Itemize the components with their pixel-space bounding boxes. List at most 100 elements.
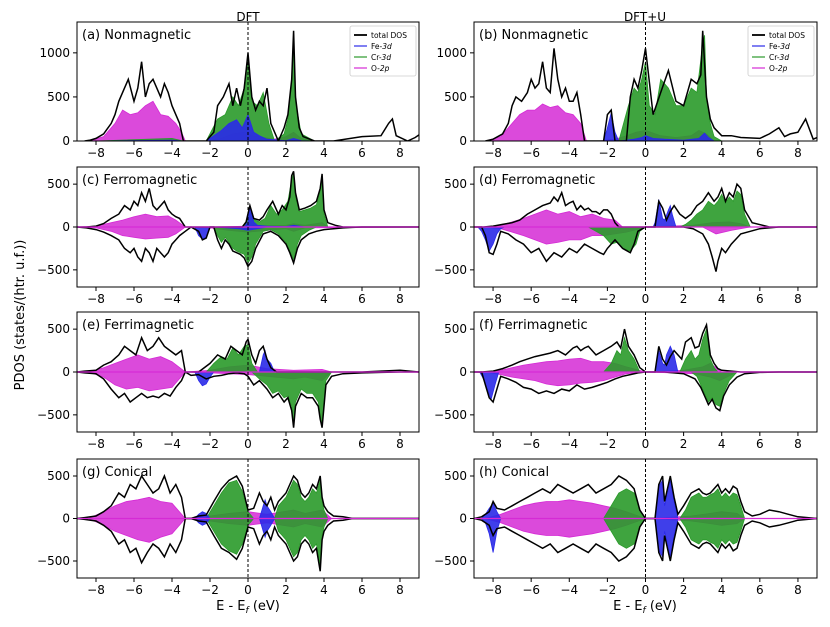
legend-entry: O-2p [769,64,788,73]
x-tick-label: −6 [522,583,540,597]
x-tick-label: 4 [718,292,726,306]
x-tick-label: −2 [201,146,219,160]
y-tick-label: 0 [459,365,467,379]
column-title-dft: DFT [236,10,260,24]
x-tick-label: 8 [396,146,404,160]
x-tick-label: −6 [125,146,143,160]
line-total-dos-up [77,473,419,520]
x-tick-label: 8 [794,146,802,160]
area-o-2p-down [474,226,817,245]
y-axis-label: PDOS (states/(htr. u.f.)) [13,240,28,391]
y-tick-label: 1000 [436,46,467,60]
x-tick-label: 0 [642,146,650,160]
y-tick-label: −500 [37,263,70,277]
panel-title: (a) Nonmagnetic [82,28,191,43]
area-fe-3d-up [77,498,419,519]
y-tick-label: 0 [459,220,467,234]
area-cr-3d-down [474,371,817,407]
x-tick-label: 4 [320,146,328,160]
x-tick-label: −8 [87,437,105,451]
x-tick-label: 0 [244,146,252,160]
x-tick-label: −8 [87,146,105,160]
area-cr-3d-up [474,190,817,228]
x-tick-label: −4 [560,437,578,451]
line-total-dos-down [474,226,817,272]
panel-title: (b) Nonmagnetic [479,28,588,43]
x-axis-label-left: E - Ef (eV) [216,599,280,616]
x-tick-label: −6 [522,437,540,451]
x-tick-label: 8 [794,583,802,597]
x-tick-label: 8 [396,437,404,451]
line-total-dos-down [77,226,419,268]
y-tick-label: 500 [444,177,467,191]
y-tick-label: 500 [47,469,70,483]
panel-title: (e) Ferrimagnetic [82,318,194,333]
line-total-dos-up [77,170,419,228]
x-tick-label: 6 [756,583,764,597]
panel-c: −8 −6 −4 −2 0 2 4 6 8 −500 0 500 (c) Ferromagnetic [37,166,420,306]
legend-box [349,25,417,77]
x-tick-label: 6 [358,146,366,160]
legend-entry: total DOS [371,31,407,40]
area-cr-3d-up [474,488,817,519]
x-tick-label: −6 [125,292,143,306]
x-tick-label: −6 [522,146,540,160]
x-tick-label: −2 [599,292,617,306]
panel-title: (g) Conical [82,465,152,480]
x-tick-label: −8 [484,292,502,306]
x-tick-label: 4 [718,583,726,597]
x-tick-label: −8 [484,437,502,451]
y-tick-label: 0 [62,512,70,526]
x-tick-label: 6 [756,292,764,306]
legend-entry: total DOS [769,31,805,40]
x-tick-label: 2 [282,583,290,597]
x-tick-label: 2 [680,146,688,160]
x-tick-label: −4 [163,146,181,160]
plot-area [474,475,817,562]
panel-title: (d) Ferromagnetic [479,173,595,188]
line-total-dos [485,30,817,141]
legend-entry: Cr-3d [371,53,391,62]
x-tick-label: 2 [680,437,688,451]
legend-entry: Fe-3d [371,42,392,51]
x-tick-label: 6 [358,583,366,597]
panel-h: −8 −6 −4 −2 0 2 4 6 8 −500 0 500 (h) Conical [434,458,818,597]
y-tick-label: 1000 [39,46,70,60]
x-tick-label: 4 [718,146,726,160]
x-tick-label: −2 [599,146,617,160]
area-cr-3d-up [474,328,817,373]
legend-entry: Fe-3d [769,42,790,51]
x-tick-label: −6 [522,292,540,306]
y-tick-label: −500 [434,263,467,277]
x-tick-label: 8 [396,292,404,306]
x-tick-label: 0 [244,583,252,597]
x-tick-label: 8 [794,437,802,451]
plot-area [474,182,817,272]
panel-title: (h) Conical [479,465,549,480]
y-tick-label: −500 [434,554,467,568]
x-tick-label: −4 [163,292,181,306]
x-tick-label: 2 [680,292,688,306]
y-tick-label: −500 [434,408,467,422]
panel-d: −8 −6 −4 −2 0 2 4 6 8 −500 0 500 (d) Ferromagnetic [434,166,818,306]
x-tick-label: −2 [599,583,617,597]
x-tick-label: −4 [163,437,181,451]
y-tick-label: 500 [444,469,467,483]
line-total-dos-up [474,475,817,520]
panel-g: −8 −6 −4 −2 0 2 4 6 8 −500 0 500 (g) Conical [37,458,420,597]
panel-title: (f) Ferrimagnetic [479,318,588,333]
panel-title: (c) Ferromagnetic [82,173,197,188]
line-total-dos-down [474,517,817,562]
panel-f: −8 −6 −4 −2 0 2 4 6 8 −500 0 500 (f) Ferrimagnetic [434,311,818,451]
line-total-dos-down [474,371,817,412]
x-tick-label: 0 [244,437,252,451]
y-tick-label: −500 [37,408,70,422]
legend-box [747,25,815,77]
y-tick-label: 0 [62,134,70,148]
x-tick-label: −8 [484,146,502,160]
x-tick-label: −8 [87,583,105,597]
line-total-dos-down [77,517,419,572]
y-tick-label: 0 [459,512,467,526]
y-tick-label: 500 [47,90,70,104]
x-tick-label: −4 [560,583,578,597]
